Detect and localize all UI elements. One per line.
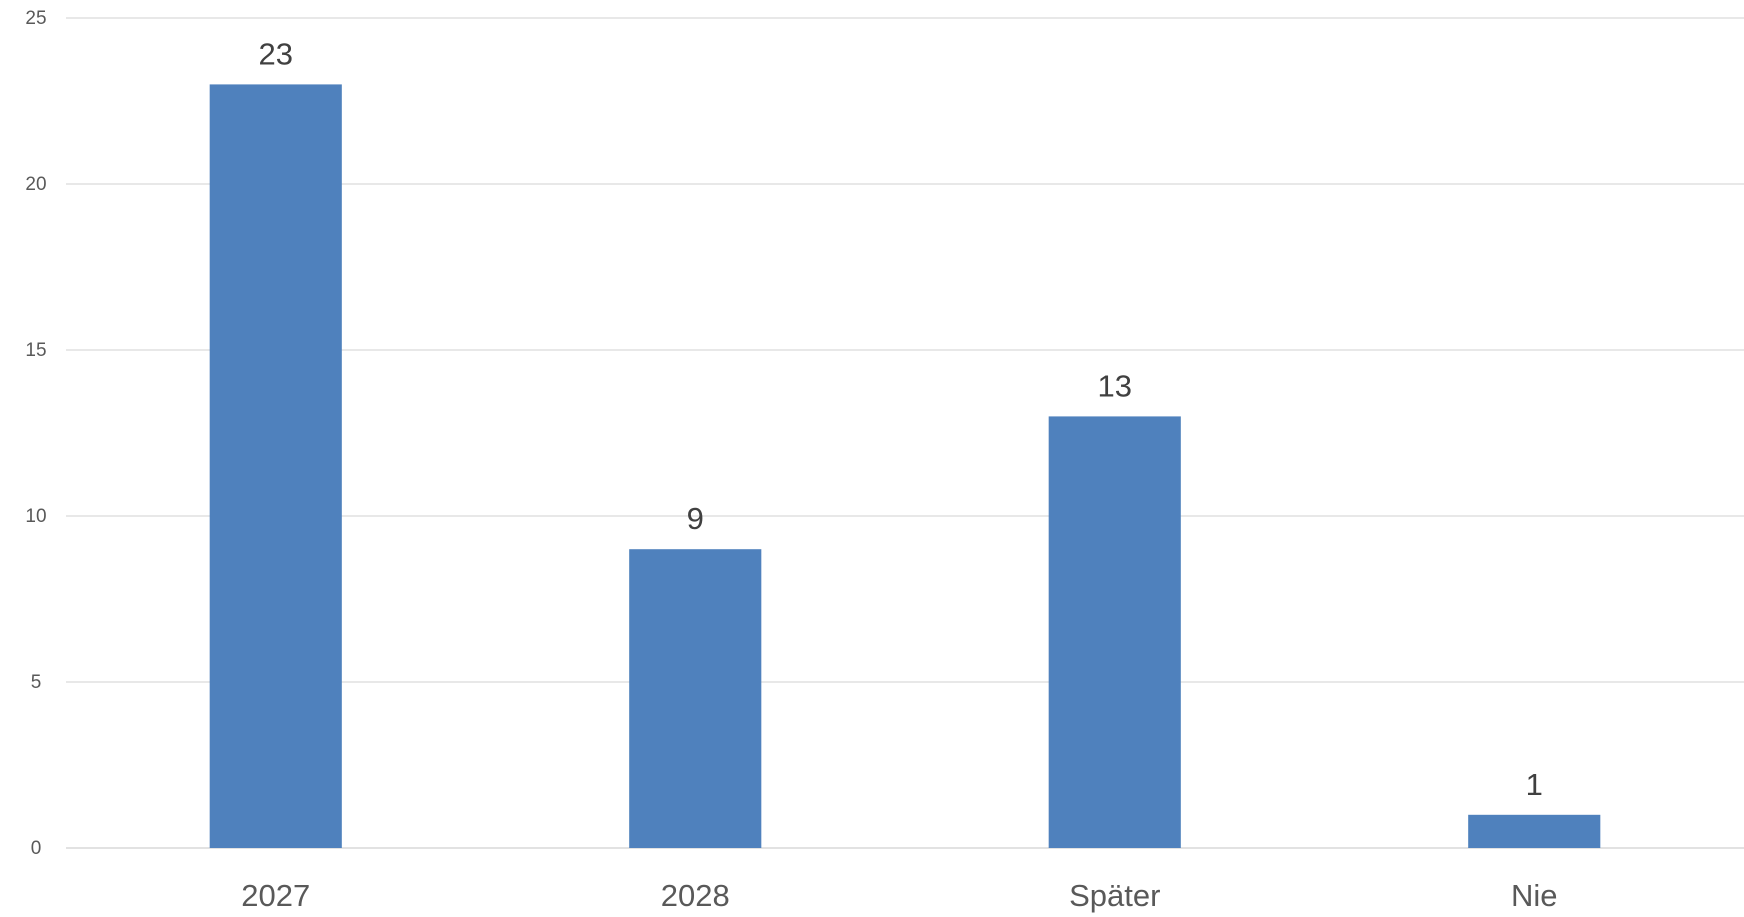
x-tick-label: 2028 xyxy=(661,878,730,913)
y-tick-label: 5 xyxy=(31,672,42,693)
data-label: 1 xyxy=(1526,767,1543,802)
x-tick-label: 2027 xyxy=(241,878,310,913)
bar xyxy=(1048,416,1181,848)
bars xyxy=(209,84,1601,848)
x-tick-label: Nie xyxy=(1511,878,1558,913)
data-label: 23 xyxy=(259,36,293,71)
x-tick-label: Später xyxy=(1069,878,1160,913)
y-tick-label: 20 xyxy=(25,174,46,195)
y-tick-label: 10 xyxy=(25,506,46,527)
x-axis-ticks: 2027 2028 Später Nie xyxy=(241,878,1557,913)
data-label: 9 xyxy=(687,501,704,536)
bar xyxy=(629,549,762,848)
data-labels: 23 9 13 1 xyxy=(259,36,1543,801)
y-axis-ticks: 0 5 10 15 20 25 xyxy=(25,8,46,859)
bar xyxy=(1468,814,1601,848)
bar xyxy=(209,84,342,848)
y-tick-label: 25 xyxy=(25,8,46,29)
data-label: 13 xyxy=(1098,368,1132,403)
y-tick-label: 0 xyxy=(31,838,42,859)
y-tick-label: 15 xyxy=(25,340,46,361)
gridlines xyxy=(66,17,1744,849)
